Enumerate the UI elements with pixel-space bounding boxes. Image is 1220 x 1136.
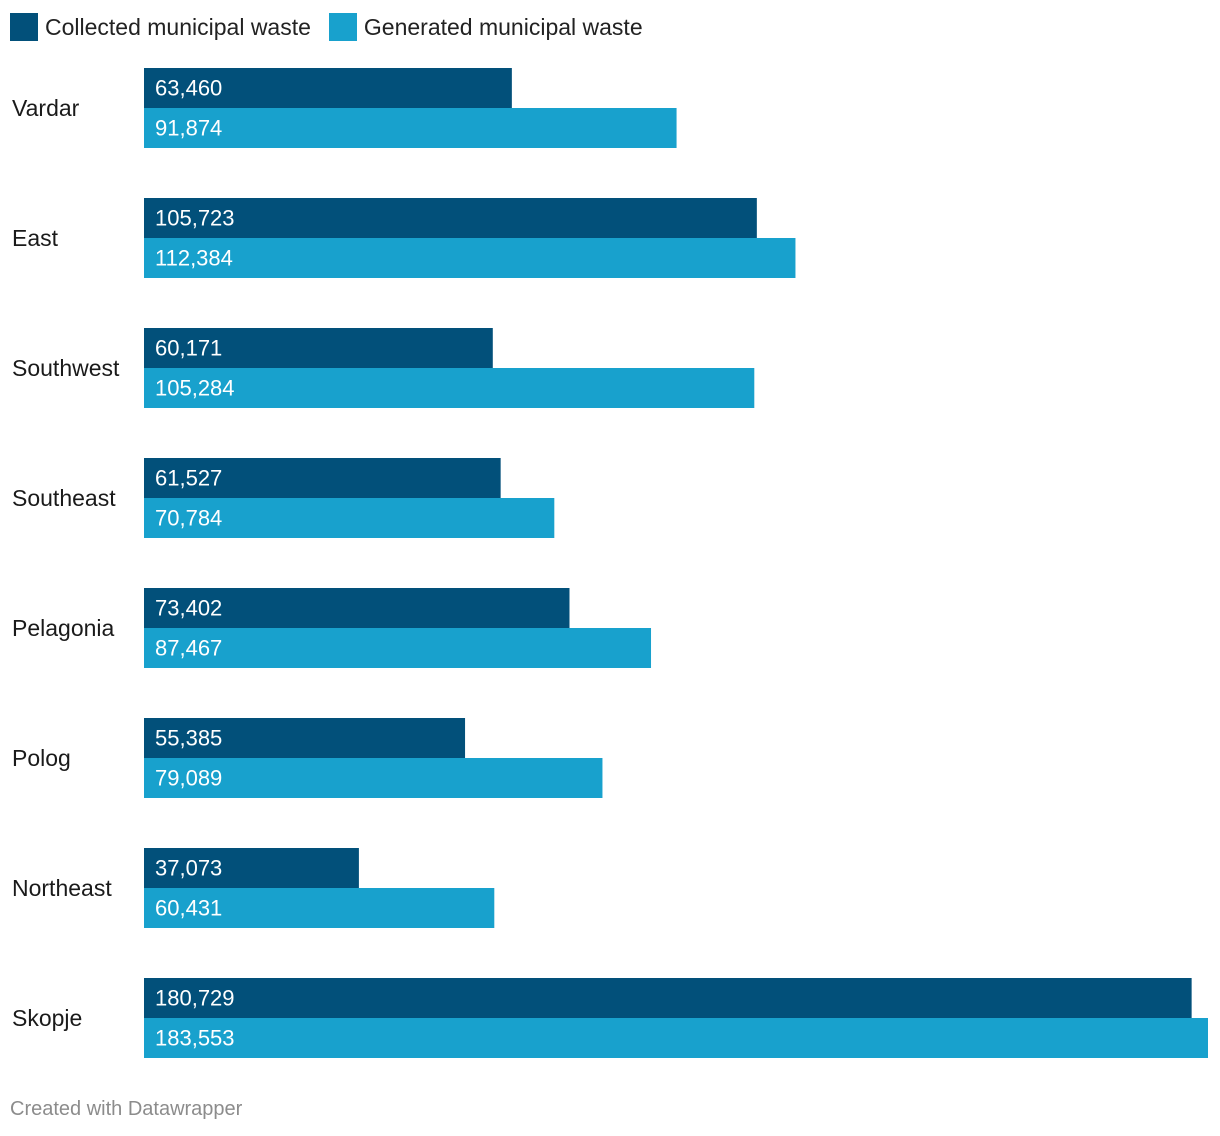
bar-collected-southwest <box>144 328 493 368</box>
category-label-polog: Polog <box>12 745 71 771</box>
bar-chart: Vardar 63,460 91,874 East 105,723 112,384 Sout… <box>12 68 1208 1058</box>
bar-generated-pelagonia <box>144 628 652 668</box>
bar-generated-skopje <box>144 1018 1208 1058</box>
value-label-collected-northeast: 37,073 <box>155 856 222 881</box>
category-label-northeast: Northeast <box>12 875 112 901</box>
value-label-collected-polog: 55,385 <box>155 726 222 751</box>
chart-credit: Created with Datawrapper <box>10 1098 243 1120</box>
bar-collected-east <box>144 198 757 238</box>
value-label-generated-northeast: 60,431 <box>155 896 222 921</box>
value-label-generated-skopje: 183,553 <box>155 1026 235 1051</box>
value-label-generated-southwest: 105,284 <box>155 376 235 401</box>
legend-item-generated: Generated municipal waste <box>328 13 643 41</box>
bar-generated-northeast <box>144 888 495 928</box>
legend-label-collected: Collected municipal waste <box>45 13 311 40</box>
category-label-skopje: Skopje <box>12 1005 82 1031</box>
legend-item-collected: Collected municipal waste <box>10 13 311 41</box>
value-label-collected-southwest: 60,171 <box>155 336 222 361</box>
value-label-collected-east: 105,723 <box>155 206 235 231</box>
legend-label-generated: Generated municipal waste <box>363 13 643 40</box>
legend-swatch-collected <box>10 13 38 41</box>
bar-generated-vardar <box>144 108 677 148</box>
bar-collected-polog <box>144 718 466 758</box>
bar-generated-east <box>144 238 796 278</box>
category-label-vardar: Vardar <box>12 95 80 121</box>
value-label-generated-polog: 79,089 <box>155 766 222 791</box>
bar-collected-skopje <box>144 978 1192 1018</box>
category-label-southwest: Southwest <box>12 355 120 381</box>
chart-legend: Collected municipal waste Generated muni… <box>10 12 661 42</box>
bar-collected-vardar <box>144 68 512 108</box>
bar-collected-southeast <box>144 458 501 498</box>
value-label-collected-pelagonia: 73,402 <box>155 596 222 621</box>
value-label-collected-southeast: 61,527 <box>155 466 222 491</box>
category-label-pelagonia: Pelagonia <box>12 615 115 641</box>
bar-collected-northeast <box>144 848 359 888</box>
value-label-generated-east: 112,384 <box>155 246 233 271</box>
bar-generated-southeast <box>144 498 555 538</box>
value-label-collected-vardar: 63,460 <box>155 76 222 101</box>
value-label-collected-skopje: 180,729 <box>155 986 235 1011</box>
bar-generated-polog <box>144 758 603 798</box>
category-label-east: East <box>12 225 59 251</box>
value-label-generated-pelagonia: 87,467 <box>155 636 222 661</box>
value-label-generated-vardar: 91,874 <box>155 116 222 141</box>
value-label-generated-southeast: 70,784 <box>155 506 222 531</box>
bar-generated-southwest <box>144 368 755 408</box>
bar-collected-pelagonia <box>144 588 570 628</box>
category-label-southeast: Southeast <box>12 485 116 511</box>
legend-swatch-generated <box>328 13 357 41</box>
